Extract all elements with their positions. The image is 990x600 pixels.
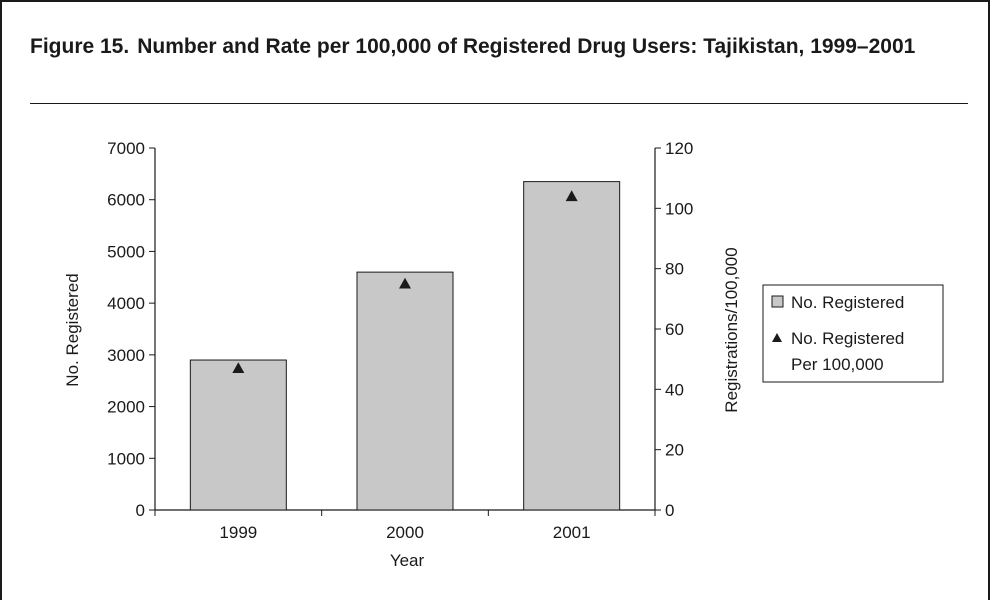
y-tick-label: 3000 <box>107 346 145 365</box>
title-rule <box>30 103 968 104</box>
figure-number: Figure 15. <box>30 35 130 58</box>
y2-axis-label: Registrations/100,000 <box>722 247 741 412</box>
legend-swatch-bar <box>771 295 784 308</box>
x-tick-label: 1999 <box>219 523 257 542</box>
bars <box>189 181 621 511</box>
y2-tick-label: 100 <box>665 199 693 218</box>
legend-label-bar: No. Registered <box>791 293 904 312</box>
axes: 0 1000 2000 3000 4000 5000 6000 7000 0 20 40 60 80 10… <box>107 139 693 542</box>
y-tick-label: 7000 <box>107 139 145 158</box>
legend-swatch-marker <box>772 333 782 342</box>
bar <box>523 181 621 511</box>
x-tick-label: 2001 <box>553 523 591 542</box>
bar <box>189 359 287 511</box>
rate-marker <box>399 277 411 289</box>
legend-label-marker-line2: Per 100,000 <box>791 355 884 374</box>
figure-title: Figure 15. Number and Rate per 100,000 o… <box>30 34 960 60</box>
x-tick-label: 2000 <box>386 523 424 542</box>
legend-box <box>762 284 944 383</box>
y2-tick-label: 0 <box>665 501 674 520</box>
y-tick-label: 4000 <box>107 294 145 313</box>
rate-marker <box>232 362 245 374</box>
bar <box>356 271 454 511</box>
figure-title-text: Number and Rate per 100,000 of Registere… <box>137 35 916 58</box>
markers <box>232 190 578 374</box>
y2-tick-label: 80 <box>665 260 684 279</box>
y-tick-label: 5000 <box>107 242 145 261</box>
rate-marker <box>565 190 578 202</box>
legend: No. Registered No. Registered Per 100,000 <box>762 284 944 383</box>
y2-tick-label: 40 <box>665 380 684 399</box>
y-tick-label: 1000 <box>107 449 145 468</box>
x-axis-label: Year <box>390 551 425 570</box>
y2-tick-label: 60 <box>665 320 684 339</box>
y-tick-label: 6000 <box>107 191 145 210</box>
y2-tick-label: 120 <box>665 139 693 158</box>
legend-label-marker: No. Registered <box>791 329 904 348</box>
y-tick-label: 2000 <box>107 398 145 417</box>
y2-tick-label: 20 <box>665 441 684 460</box>
y-tick-label: 0 <box>136 501 145 520</box>
y-axis-label: No. Registered <box>63 273 82 386</box>
